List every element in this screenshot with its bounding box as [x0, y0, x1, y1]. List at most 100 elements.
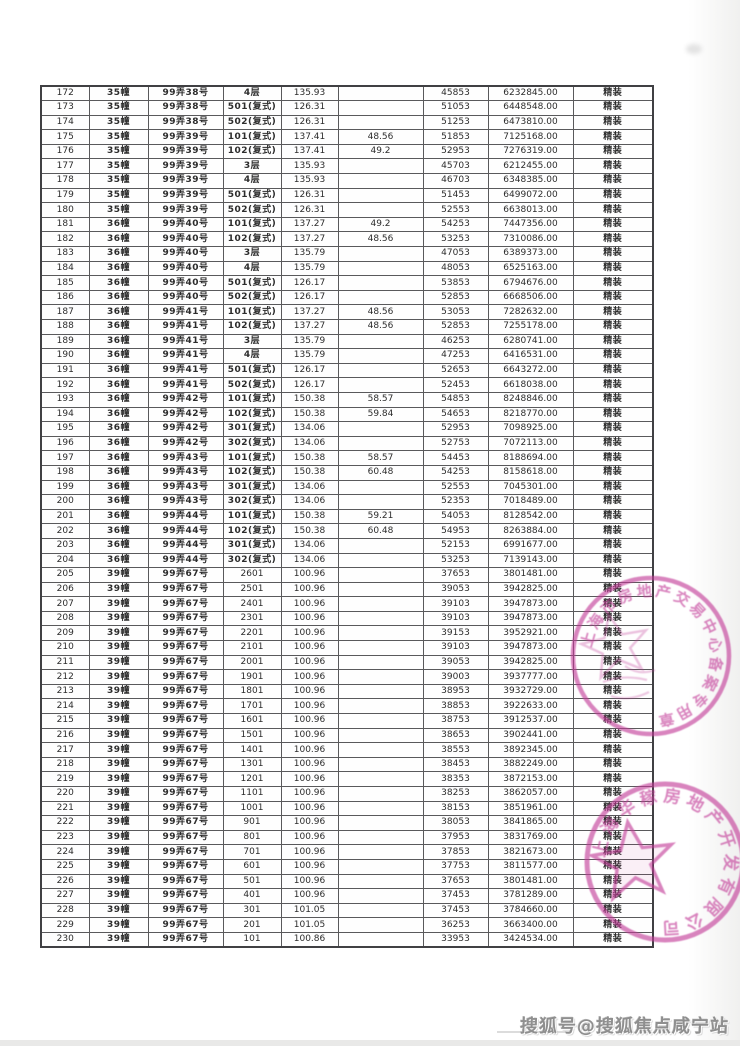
cell-total_price: 7018489.00 [487, 494, 574, 510]
cell-lane: 99弄67号 [147, 786, 224, 802]
cell-extra_area: 60.48 [337, 464, 424, 481]
cell-building: 36幢 [88, 421, 149, 437]
cell-building: 39幢 [88, 858, 149, 875]
cell-lane: 99弄44号 [147, 508, 224, 525]
cell-unit_price: 53853 [422, 275, 489, 291]
cell-building: 35幢 [88, 173, 149, 189]
table-row: 184 36幢 99弄40号 4层 135.79 48053 6525163.00 精装 [40, 260, 654, 277]
cell-unit: 302(复式) [222, 552, 282, 569]
cell-area: 134.06 [280, 421, 339, 437]
cell-area: 150.38 [280, 508, 339, 525]
cell-area: 126.17 [280, 289, 339, 306]
cell-area: 137.41 [280, 129, 339, 145]
cell-lane: 99弄41号 [147, 348, 224, 364]
cell-no: 199 [40, 479, 90, 496]
cell-unit: 102(复式) [222, 523, 282, 539]
cell-total_price: 3932729.00 [487, 683, 574, 700]
cell-unit_price: 53253 [422, 552, 489, 569]
table-row: 177 35幢 99弄39号 3层 135.93 45703 6212455.00 精装 [40, 158, 654, 175]
cell-unit: 2601 [222, 567, 282, 583]
cell-total_price: 3937777.00 [487, 669, 574, 685]
cell-unit_price: 54953 [422, 523, 489, 539]
cell-unit: 901 [222, 815, 282, 831]
cell-area: 100.96 [280, 742, 339, 758]
cell-unit: 1401 [222, 742, 282, 758]
cell-total_price: 3912537.00 [487, 713, 574, 729]
cell-lane: 99弄67号 [147, 742, 224, 758]
cell-lane: 99弄41号 [147, 304, 224, 320]
cell-area: 135.79 [280, 246, 339, 262]
cell-lane: 99弄43号 [147, 464, 224, 481]
cell-lane: 99弄67号 [147, 683, 224, 700]
cell-building: 35幢 [88, 100, 149, 116]
cell-decoration: 精装 [572, 727, 654, 744]
table-row: 180 35幢 99弄39号 502(复式) 126.31 52553 6638013.00… [40, 202, 654, 218]
cell-total_price: 7282632.00 [487, 304, 574, 320]
cell-extra_area [337, 771, 424, 787]
cell-unit_price: 39053 [422, 581, 489, 598]
cell-unit: 1801 [222, 683, 282, 700]
cell-decoration: 精装 [572, 85, 654, 102]
cell-lane: 99弄67号 [147, 727, 224, 744]
cell-extra_area [337, 713, 424, 729]
table-row: 179 35幢 99弄39号 501(复式) 126.31 51453 6499072.00… [40, 187, 654, 204]
cell-total_price: 3942825.00 [487, 581, 574, 598]
cell-lane: 99弄67号 [147, 815, 224, 831]
cell-unit_price: 39103 [422, 640, 489, 656]
cell-lane: 99弄41号 [147, 377, 224, 393]
cell-total_price: 8128542.00 [487, 508, 574, 525]
cell-no: 214 [40, 698, 90, 715]
table-row: 175 35幢 99弄39号 101(复式) 137.41 48.56 51853 71251… [40, 129, 654, 145]
table-row: 230 39幢 99弄67号 101 100.86 33953 3424534.00 精装 [40, 931, 654, 948]
cell-no: 225 [40, 858, 90, 875]
table-row: 228 39幢 99弄67号 301 101.05 37453 3784660.00 精装 [40, 902, 654, 919]
cell-unit: 2301 [222, 610, 282, 627]
cell-building: 36幢 [88, 537, 149, 554]
cell-decoration: 精装 [572, 362, 654, 379]
cell-total_price: 7310086.00 [487, 231, 574, 248]
table-row: 198 36幢 99弄43号 102(复式) 150.38 60.48 54253 81586… [40, 464, 654, 481]
cell-no: 195 [40, 421, 90, 437]
table-row: 199 36幢 99弄43号 301(复式) 134.06 52553 7045301.00… [40, 479, 654, 496]
cell-decoration: 精装 [572, 275, 654, 291]
cell-decoration: 精装 [572, 158, 654, 175]
cell-unit_price: 51053 [422, 100, 489, 116]
cell-area: 126.17 [280, 362, 339, 379]
cell-total_price: 6668506.00 [487, 289, 574, 306]
cell-total_price: 3952921.00 [487, 625, 574, 642]
scan-artifact [686, 44, 702, 54]
cell-no: 191 [40, 362, 90, 379]
table-row: 201 36幢 99弄44号 101(复式) 150.38 59.21 54053 81285… [40, 508, 654, 525]
cell-area: 137.27 [280, 231, 339, 248]
cell-unit_price: 38753 [422, 713, 489, 729]
cell-unit: 601 [222, 858, 282, 875]
cell-no: 203 [40, 537, 90, 554]
table-row: 173 35幢 99弄38号 501(复式) 126.31 51053 6448548.00… [40, 100, 654, 116]
cell-decoration: 精装 [572, 771, 654, 787]
cell-total_price: 7139143.00 [487, 552, 574, 569]
cell-unit_price: 39103 [422, 596, 489, 612]
cell-area: 100.96 [280, 581, 339, 598]
cell-no: 176 [40, 143, 90, 160]
table-row: 172 35幢 99弄38号 4层 135.93 45853 6232845.00 精装 [40, 85, 654, 102]
table-row: 183 36幢 99弄40号 3层 135.79 47053 6389373.00 精装 [40, 246, 654, 262]
cell-unit_price: 37853 [422, 844, 489, 860]
table-row: 215 39幢 99弄67号 1601 100.96 38753 3912537.00 精装 [40, 713, 654, 729]
watermark-underline [497, 1031, 565, 1033]
cell-extra_area [337, 654, 424, 671]
cell-lane: 99弄67号 [147, 917, 224, 933]
cell-unit: 502(复式) [222, 289, 282, 306]
cell-total_price: 6448548.00 [487, 100, 574, 116]
cell-lane: 99弄44号 [147, 523, 224, 539]
cell-lane: 99弄42号 [147, 421, 224, 437]
cell-no: 201 [40, 508, 90, 525]
cell-area: 100.96 [280, 654, 339, 671]
cell-total_price: 3811577.00 [487, 858, 574, 875]
cell-area: 100.96 [280, 610, 339, 627]
cell-extra_area [337, 246, 424, 262]
cell-area: 135.79 [280, 333, 339, 350]
cell-unit: 401 [222, 888, 282, 904]
cell-area: 134.06 [280, 537, 339, 554]
cell-unit_price: 37953 [422, 829, 489, 846]
